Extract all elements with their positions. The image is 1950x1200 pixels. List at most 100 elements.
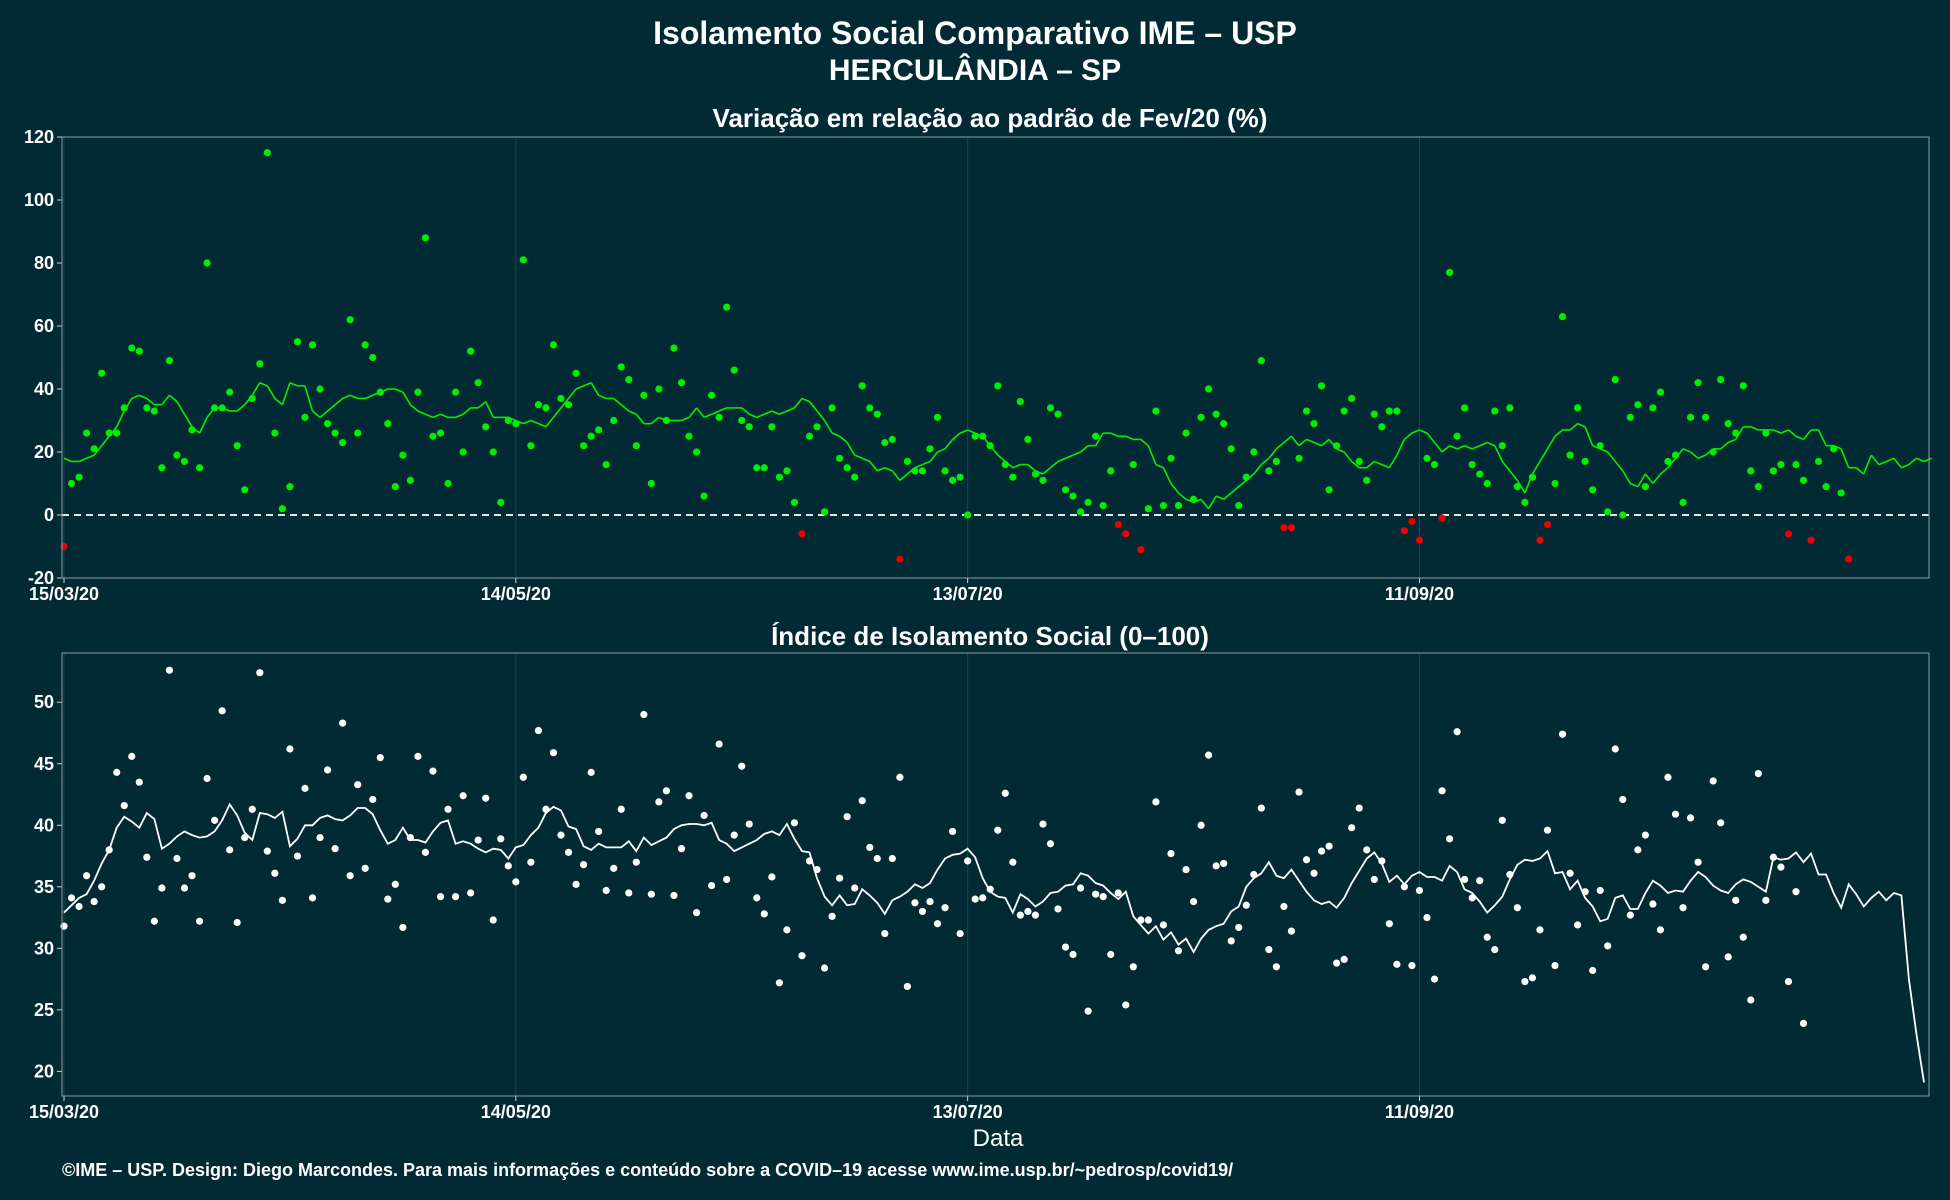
data-point	[1769, 467, 1777, 475]
data-point	[1566, 869, 1574, 877]
data-point	[964, 857, 972, 865]
data-point	[1061, 943, 1070, 951]
data-point	[451, 388, 460, 396]
data-point	[1799, 476, 1808, 484]
rolling-mean-segment	[289, 381, 298, 387]
data-point	[768, 423, 776, 431]
data-point	[888, 854, 896, 863]
data-point	[1099, 893, 1107, 901]
rolling-mean-segment	[854, 454, 863, 460]
data-point	[911, 467, 919, 475]
data-point	[858, 382, 866, 390]
data-point	[1709, 448, 1717, 456]
y-tick-label: 120	[24, 127, 54, 147]
data-point	[1679, 498, 1687, 506]
y-tick-label: 80	[34, 253, 54, 273]
rolling-mean-segment	[1516, 479, 1526, 494]
data-point	[836, 874, 844, 882]
data-point	[557, 394, 565, 403]
data-point	[1099, 501, 1107, 510]
data-point	[1799, 1019, 1808, 1027]
rolling-mean-segment	[1260, 457, 1270, 466]
rolling-mean-segment	[1162, 467, 1172, 484]
data-point	[98, 369, 106, 377]
data-point	[1784, 977, 1793, 986]
rolling-mean-segment	[409, 404, 419, 412]
data-point	[549, 749, 558, 757]
data-point	[497, 835, 505, 843]
data-point	[1656, 926, 1665, 934]
data-point	[708, 881, 716, 890]
data-point	[105, 846, 113, 854]
rolling-mean-segment	[1863, 454, 1873, 475]
data-point	[1302, 856, 1311, 864]
data-point	[1220, 859, 1228, 868]
data-point	[1280, 524, 1288, 532]
rolling-mean-segment	[695, 407, 705, 418]
data-point	[1189, 495, 1198, 503]
data-point	[1536, 536, 1544, 544]
data-point	[1566, 451, 1574, 459]
data-point	[308, 894, 317, 902]
rolling-mean-segment	[115, 410, 125, 428]
data-point	[421, 234, 430, 242]
rolling-mean-segment	[236, 404, 246, 412]
data-point	[745, 423, 753, 431]
data-point	[384, 895, 392, 903]
rolling-mean-segment	[823, 420, 833, 434]
rolling-mean-segment	[891, 470, 901, 481]
data-point	[813, 423, 821, 431]
rolling-mean-segment	[168, 394, 178, 403]
data-point	[489, 448, 497, 456]
rolling-mean-segment	[1878, 460, 1887, 466]
data-point	[391, 483, 399, 491]
data-point	[1363, 476, 1371, 484]
data-point	[1430, 461, 1439, 469]
data-point	[165, 357, 174, 365]
rolling-mean-segment	[560, 397, 570, 409]
rolling-mean-segment	[899, 473, 908, 481]
data-point	[1107, 467, 1115, 475]
data-point	[150, 917, 158, 925]
data-point	[775, 979, 783, 987]
data-point	[128, 344, 136, 352]
data-point	[768, 873, 776, 881]
rolling-mean-segment	[1584, 426, 1594, 446]
data-point	[150, 407, 158, 415]
rolling-mean-segment	[1659, 467, 1669, 475]
data-point	[105, 429, 113, 437]
data-point	[1528, 473, 1537, 481]
data-point	[1302, 407, 1311, 415]
data-point	[1453, 432, 1461, 440]
rolling-mean-segment	[1546, 435, 1556, 450]
data-point	[1619, 795, 1627, 804]
data-point	[1521, 498, 1529, 506]
y-tick-label: 25	[34, 1000, 54, 1020]
data-point	[482, 794, 490, 802]
data-point	[128, 752, 136, 760]
rolling-mean-segment	[1215, 495, 1224, 500]
data-point	[851, 473, 859, 481]
data-point	[286, 745, 294, 753]
data-point	[173, 451, 181, 459]
data-point	[527, 442, 535, 450]
x-axis-label: Data	[973, 1125, 1024, 1152]
y-tick-label: 100	[24, 190, 54, 210]
data-point	[820, 964, 829, 972]
rolling-mean-segment	[131, 394, 140, 400]
data-point	[1152, 407, 1160, 415]
data-point	[399, 923, 407, 932]
rolling-mean-segment	[1373, 460, 1383, 466]
data-point	[1220, 420, 1228, 428]
data-point	[82, 429, 91, 437]
rolling-mean-segment	[1419, 429, 1428, 434]
data-point	[610, 864, 618, 872]
data-point	[120, 404, 128, 412]
data-point	[1679, 904, 1687, 912]
data-point	[1144, 505, 1152, 513]
data-point	[1212, 862, 1220, 870]
rolling-mean-segment	[1554, 429, 1564, 437]
y-tick-label: 0	[44, 505, 54, 525]
data-point	[534, 401, 543, 409]
data-point	[617, 805, 625, 813]
